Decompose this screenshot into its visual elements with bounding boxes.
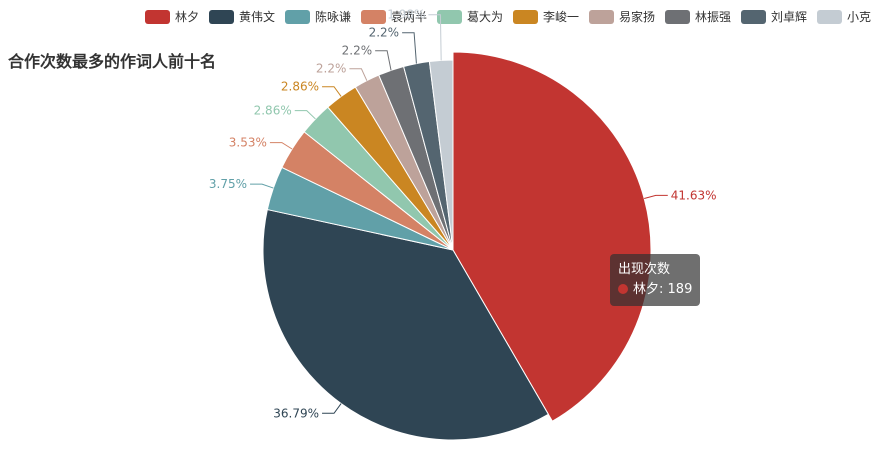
legend-item[interactable]: 林振强 [665, 10, 731, 24]
leader-line [269, 142, 293, 150]
legend-label: 林夕 [175, 10, 199, 24]
slice-label: 1.98% [387, 8, 425, 22]
legend-label: 小克 [847, 10, 871, 24]
slice-label: 2.2% [316, 62, 347, 76]
slice-label: 2.86% [254, 104, 292, 118]
tooltip-item-value: 189 [667, 282, 693, 297]
legend-swatch [361, 10, 386, 24]
legend-item[interactable]: 小克 [817, 10, 871, 24]
legend-item[interactable]: 刘卓辉 [741, 10, 807, 24]
legend-item[interactable]: 葛大为 [437, 10, 503, 24]
pie-slices [262, 51, 652, 441]
leader-line [294, 110, 316, 120]
pie-slice[interactable] [262, 208, 550, 441]
legend-swatch [741, 10, 766, 24]
leader-line [375, 50, 392, 71]
legend-item[interactable]: 袁两半 [361, 10, 427, 24]
legend-label: 易家扬 [619, 9, 655, 24]
legend-item[interactable]: 黄伟文 [209, 9, 275, 24]
slice-label: 3.53% [229, 136, 267, 150]
leader-line [428, 14, 442, 61]
legend-item[interactable]: 陈咏谦 [285, 9, 351, 24]
slice-label: 36.79% [273, 406, 319, 420]
legend-label: 袁两半 [391, 10, 427, 24]
legend-item[interactable]: 易家扬 [589, 9, 655, 24]
chart-title: 合作次数最多的作词人前十名 [8, 52, 217, 71]
slice-label: 41.63% [671, 188, 717, 202]
slice-label: 2.86% [281, 80, 319, 94]
legend-swatch [209, 10, 234, 24]
legend-swatch [665, 10, 690, 24]
legend: 林夕 黄伟文 陈咏谦 袁两半 葛大为 李峻一 易家扬 林振强 刘卓辉 小克 [145, 9, 871, 24]
tooltip-row: 林夕: 189 [618, 280, 692, 300]
legend-swatch [145, 10, 170, 24]
legend-swatch [437, 10, 462, 24]
leader-line [349, 68, 368, 81]
legend-label: 葛大为 [467, 10, 503, 24]
legend-swatch [285, 10, 310, 24]
tooltip-title: 出现次数 [618, 262, 671, 277]
legend-label: 林振强 [695, 10, 731, 24]
legend-label: 陈咏谦 [315, 9, 351, 24]
legend-label: 刘卓辉 [771, 10, 807, 24]
pie-slice[interactable] [428, 59, 454, 251]
leader-line [644, 194, 668, 200]
legend-label: 李峻一 [543, 9, 579, 24]
legend-swatch [589, 10, 614, 24]
pie-slice[interactable] [452, 51, 652, 422]
leader-line [322, 403, 342, 414]
legend-swatch [817, 10, 842, 24]
leader-line [250, 183, 274, 189]
leader-line [402, 32, 417, 64]
tooltip-color-dot [618, 284, 628, 294]
slice-label: 3.75% [209, 177, 247, 191]
legend-label: 黄伟文 [239, 9, 275, 24]
legend-swatch [513, 10, 538, 24]
slice-label: 2.2% [342, 44, 373, 58]
pie-labels: 41.63% 36.79% 3.75% 3.53% 2.86% 2.86% 2.2% 2.2%… [209, 8, 717, 421]
tooltip-item-name: 林夕 [633, 282, 660, 297]
tooltip: 出现次数 林夕: 189 [610, 254, 701, 306]
leader-line [322, 86, 342, 97]
legend-item[interactable]: 林夕 [145, 10, 199, 24]
legend-item[interactable]: 李峻一 [513, 9, 579, 24]
slice-label: 2.2% [369, 26, 400, 40]
